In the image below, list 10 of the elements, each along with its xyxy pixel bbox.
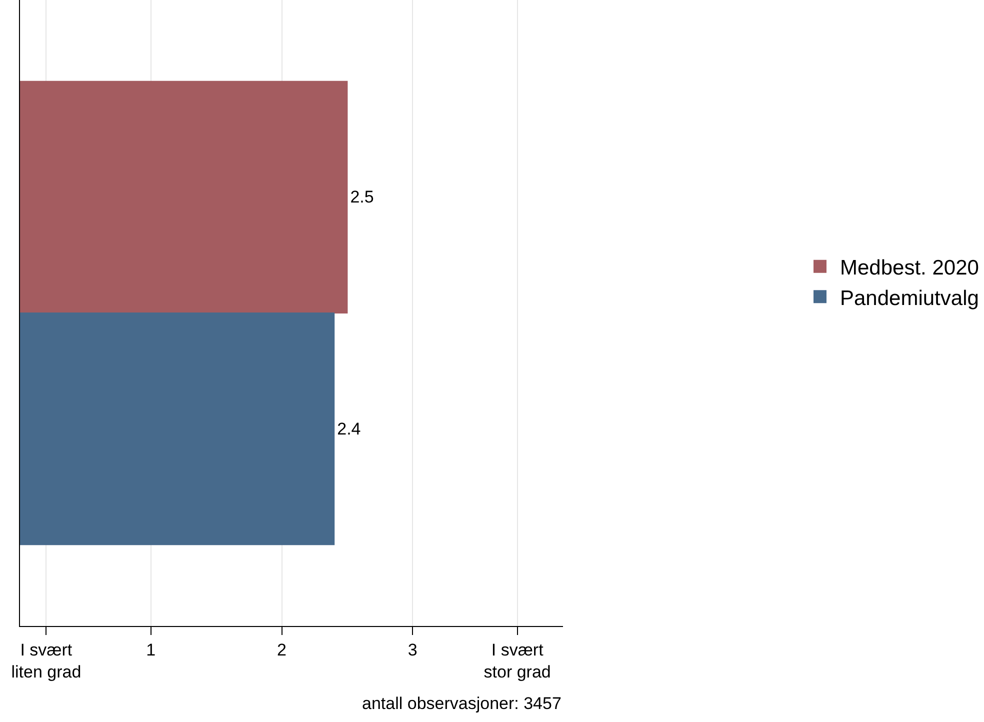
x-tick-label: I svært stor grad: [484, 640, 551, 682]
x-tick-label: 2: [277, 640, 286, 660]
x-tick-label: I svært liten grad: [11, 640, 82, 682]
text: antall observasjoner: 3457: [362, 694, 562, 713]
x-tick-label: 1: [146, 640, 156, 660]
legend-label: Pandemiutvalg: [840, 286, 979, 310]
legend-label: Medbest. 2020: [840, 256, 979, 280]
x-tick-label: 3: [408, 640, 418, 660]
data-label: 2.5: [350, 188, 374, 207]
data-label: 2.4: [337, 419, 361, 438]
